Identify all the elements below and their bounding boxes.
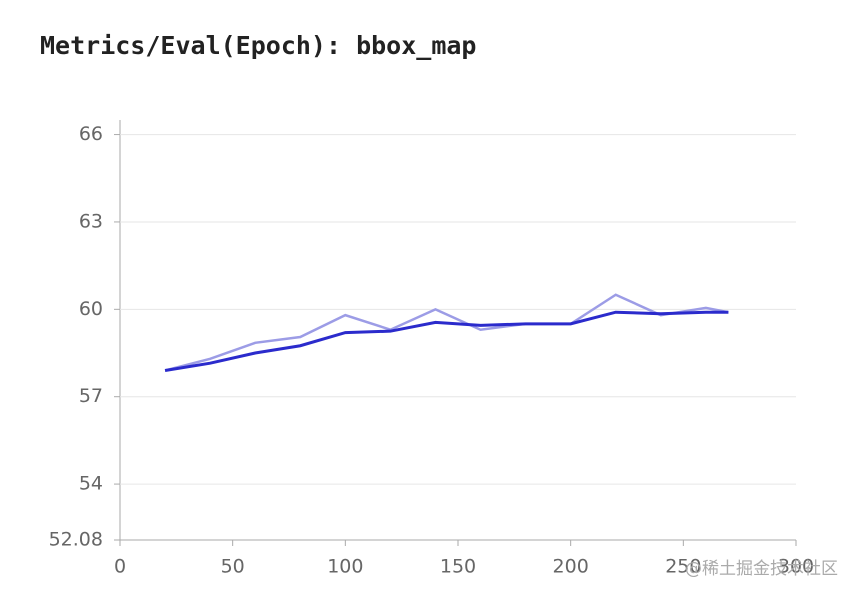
chart-title: Metrics/Eval(Epoch): bbox_map <box>40 31 477 60</box>
series-line <box>164 293 729 372</box>
series-line <box>164 310 729 372</box>
x-tick-label: 150 <box>440 556 476 578</box>
x-tick-label: 300 <box>778 556 814 578</box>
y-tick-label: 66 <box>79 123 103 145</box>
y-tick-label: 54 <box>79 473 103 495</box>
y-tick-label: 63 <box>79 210 103 232</box>
x-tick-label: 0 <box>114 556 126 578</box>
watermark: @稀土掘金技术社区 <box>685 559 838 579</box>
x-tick-label: 50 <box>221 556 245 578</box>
x-tick-label: 200 <box>553 556 589 578</box>
y-tick-label: 57 <box>79 385 103 407</box>
y-tick-label: 52.08 <box>49 529 103 551</box>
x-tick-label: 250 <box>665 556 701 578</box>
x-tick-label: 100 <box>327 556 363 578</box>
y-tick-label: 60 <box>79 298 103 320</box>
